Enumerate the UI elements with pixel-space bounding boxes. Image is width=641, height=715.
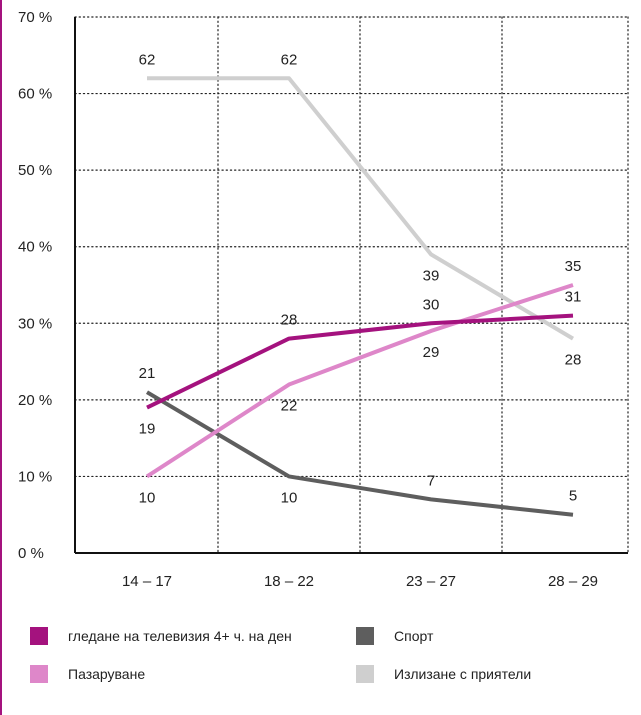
x-tick-label: 18 – 22 (264, 573, 314, 590)
y-tick-label: 60 % (18, 86, 52, 103)
series-line (145, 283, 574, 479)
series-line (146, 313, 574, 410)
data-label: 62 (139, 51, 156, 68)
data-label: 28 (565, 352, 582, 369)
data-label: 30 (423, 296, 440, 313)
x-axis-ticks: 14 – 17 18 – 22 23 – 27 28 – 29 (122, 573, 598, 590)
series-line (147, 76, 575, 341)
data-label: 21 (139, 365, 156, 382)
chart-axes (74, 17, 628, 554)
y-tick-label: 30 % (18, 315, 52, 332)
data-label: 22 (281, 398, 298, 415)
data-label: 7 (427, 472, 435, 489)
data-label: 10 (139, 489, 156, 506)
data-label: 29 (423, 344, 440, 361)
y-tick-label: 70 % (18, 9, 52, 26)
data-label: 28 (281, 312, 298, 329)
series-lines (145, 76, 575, 517)
data-label: 10 (281, 489, 298, 506)
y-tick-label: 20 % (18, 392, 52, 409)
x-tick-label: 23 – 27 (406, 573, 456, 590)
chart-grid (74, 16, 629, 554)
y-tick-label: 40 % (18, 239, 52, 256)
data-label: 62 (281, 51, 298, 68)
y-axis-ticks: 0 % 10 % 20 % 30 % 40 % 50 % 60 % 70 % (18, 9, 52, 562)
x-tick-label: 14 – 17 (122, 573, 172, 590)
x-tick-label: 28 – 29 (548, 573, 598, 590)
left-accent-rule (0, 0, 2, 715)
data-labels: 19 28 30 31 10 22 29 35 21 10 7 5 62 62 39 28 (139, 51, 582, 506)
y-tick-label: 50 % (18, 162, 52, 179)
data-label: 31 (565, 289, 582, 306)
data-label: 19 (139, 421, 156, 438)
series-line (145, 390, 574, 517)
data-label: 39 (423, 267, 440, 284)
data-label: 35 (565, 258, 582, 275)
y-tick-label: 0 % (18, 545, 44, 562)
y-tick-label: 10 % (18, 468, 52, 485)
data-label: 5 (569, 488, 577, 505)
